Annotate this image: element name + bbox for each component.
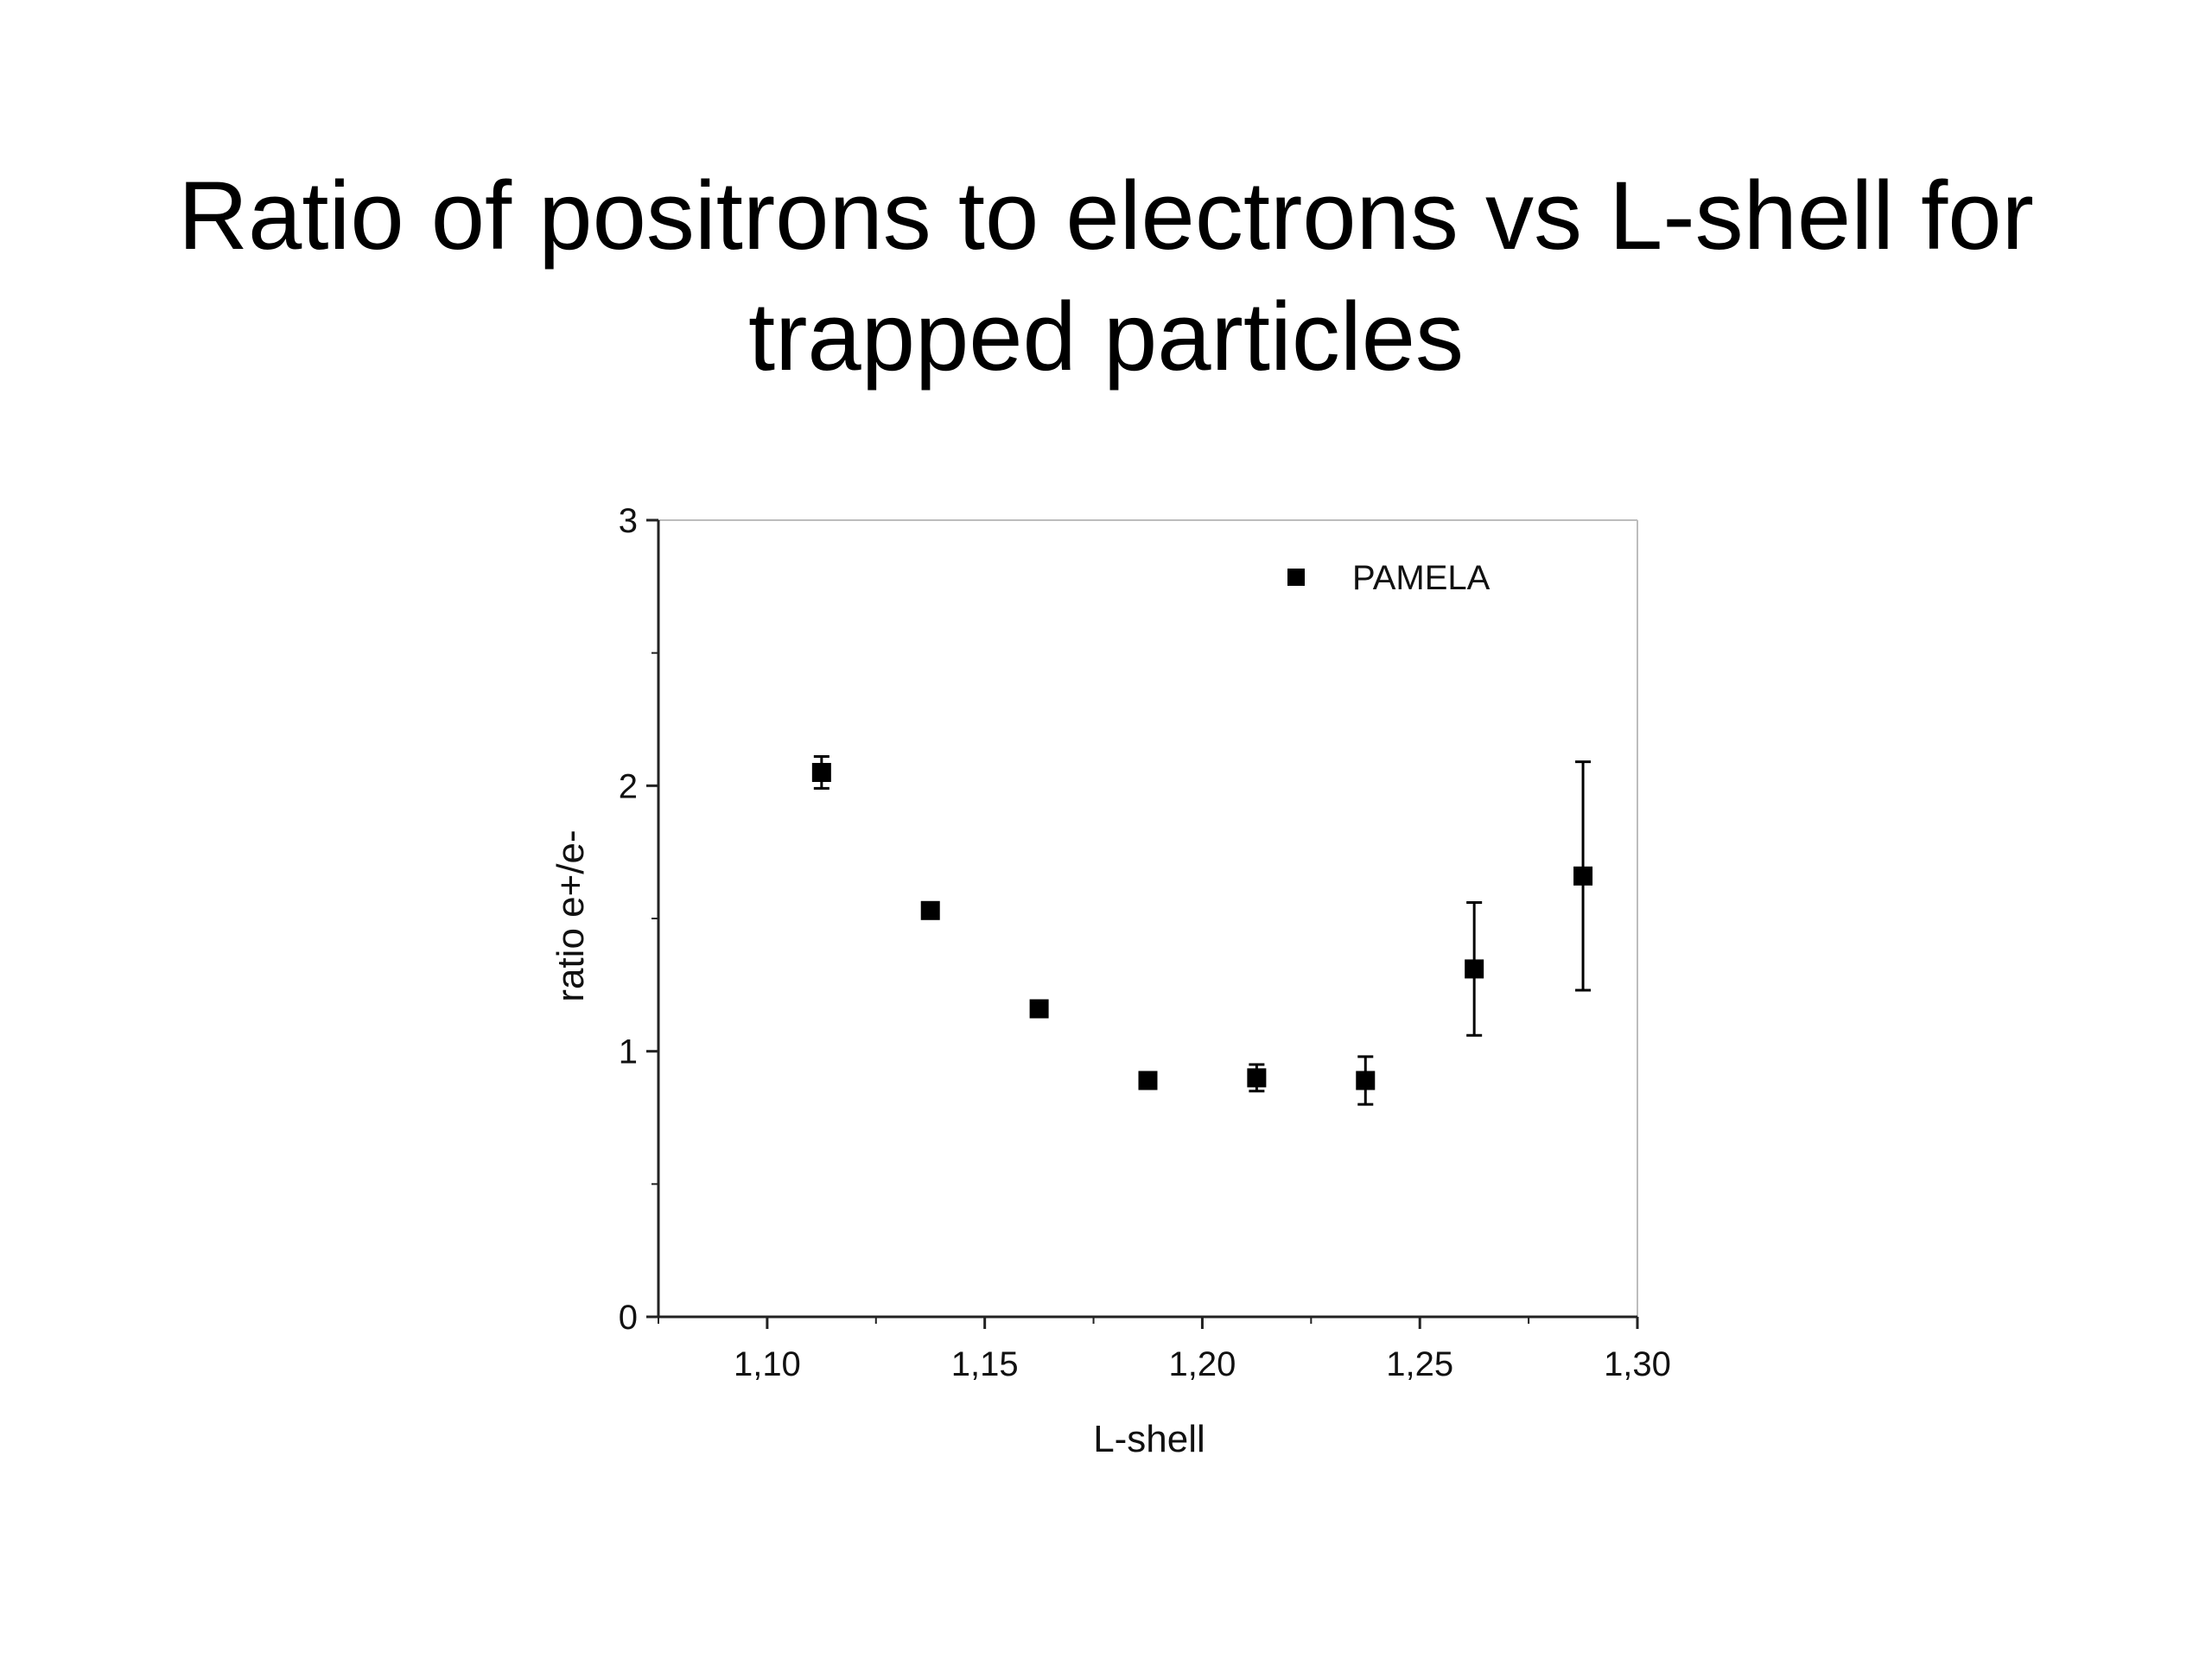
data-point-square <box>1465 959 1484 979</box>
y-tick-label: 2 <box>619 767 638 805</box>
data-point-square <box>920 900 940 920</box>
plot-frame <box>657 519 1638 1319</box>
y-tick-label: 3 <box>619 502 638 540</box>
data-point-square <box>1573 866 1593 886</box>
x-tick-label: 1,30 <box>1604 1345 1671 1383</box>
legend: PAMELA <box>1287 559 1491 597</box>
y-tick-label: 1 <box>619 1033 638 1071</box>
legend-label: PAMELA <box>1352 559 1491 597</box>
error-bars <box>813 755 1592 1106</box>
axis-tick-labels: 0 1 2 3 1,10 1,15 1,20 1,25 1,30 <box>619 502 1671 1383</box>
x-tick-label: 1,20 <box>1169 1345 1236 1383</box>
legend-marker <box>1287 569 1305 586</box>
data-points <box>811 762 1593 1090</box>
slide-title-line-1: Ratio of positrons to electrons vs L-she… <box>178 162 2034 270</box>
x-tick-label: 1,15 <box>951 1345 1019 1383</box>
y-tick-label: 0 <box>619 1299 638 1337</box>
x-axis-label: L-shell <box>1093 1418 1205 1460</box>
x-tick-label: 1,10 <box>734 1345 801 1383</box>
data-point-square <box>1356 1071 1376 1090</box>
axis-ticks <box>646 518 1639 1329</box>
slide-title: Ratio of positrons to electrons vs L-she… <box>0 156 2212 397</box>
data-point-square <box>811 762 831 782</box>
data-point-square <box>1247 1068 1267 1088</box>
slide-title-line-2: trapped particles <box>747 283 1465 391</box>
x-tick-label: 1,25 <box>1386 1345 1453 1383</box>
data-point-square <box>1029 999 1049 1019</box>
data-point-square <box>1138 1071 1158 1090</box>
y-axis-label: ratio e+/e- <box>550 830 592 1001</box>
